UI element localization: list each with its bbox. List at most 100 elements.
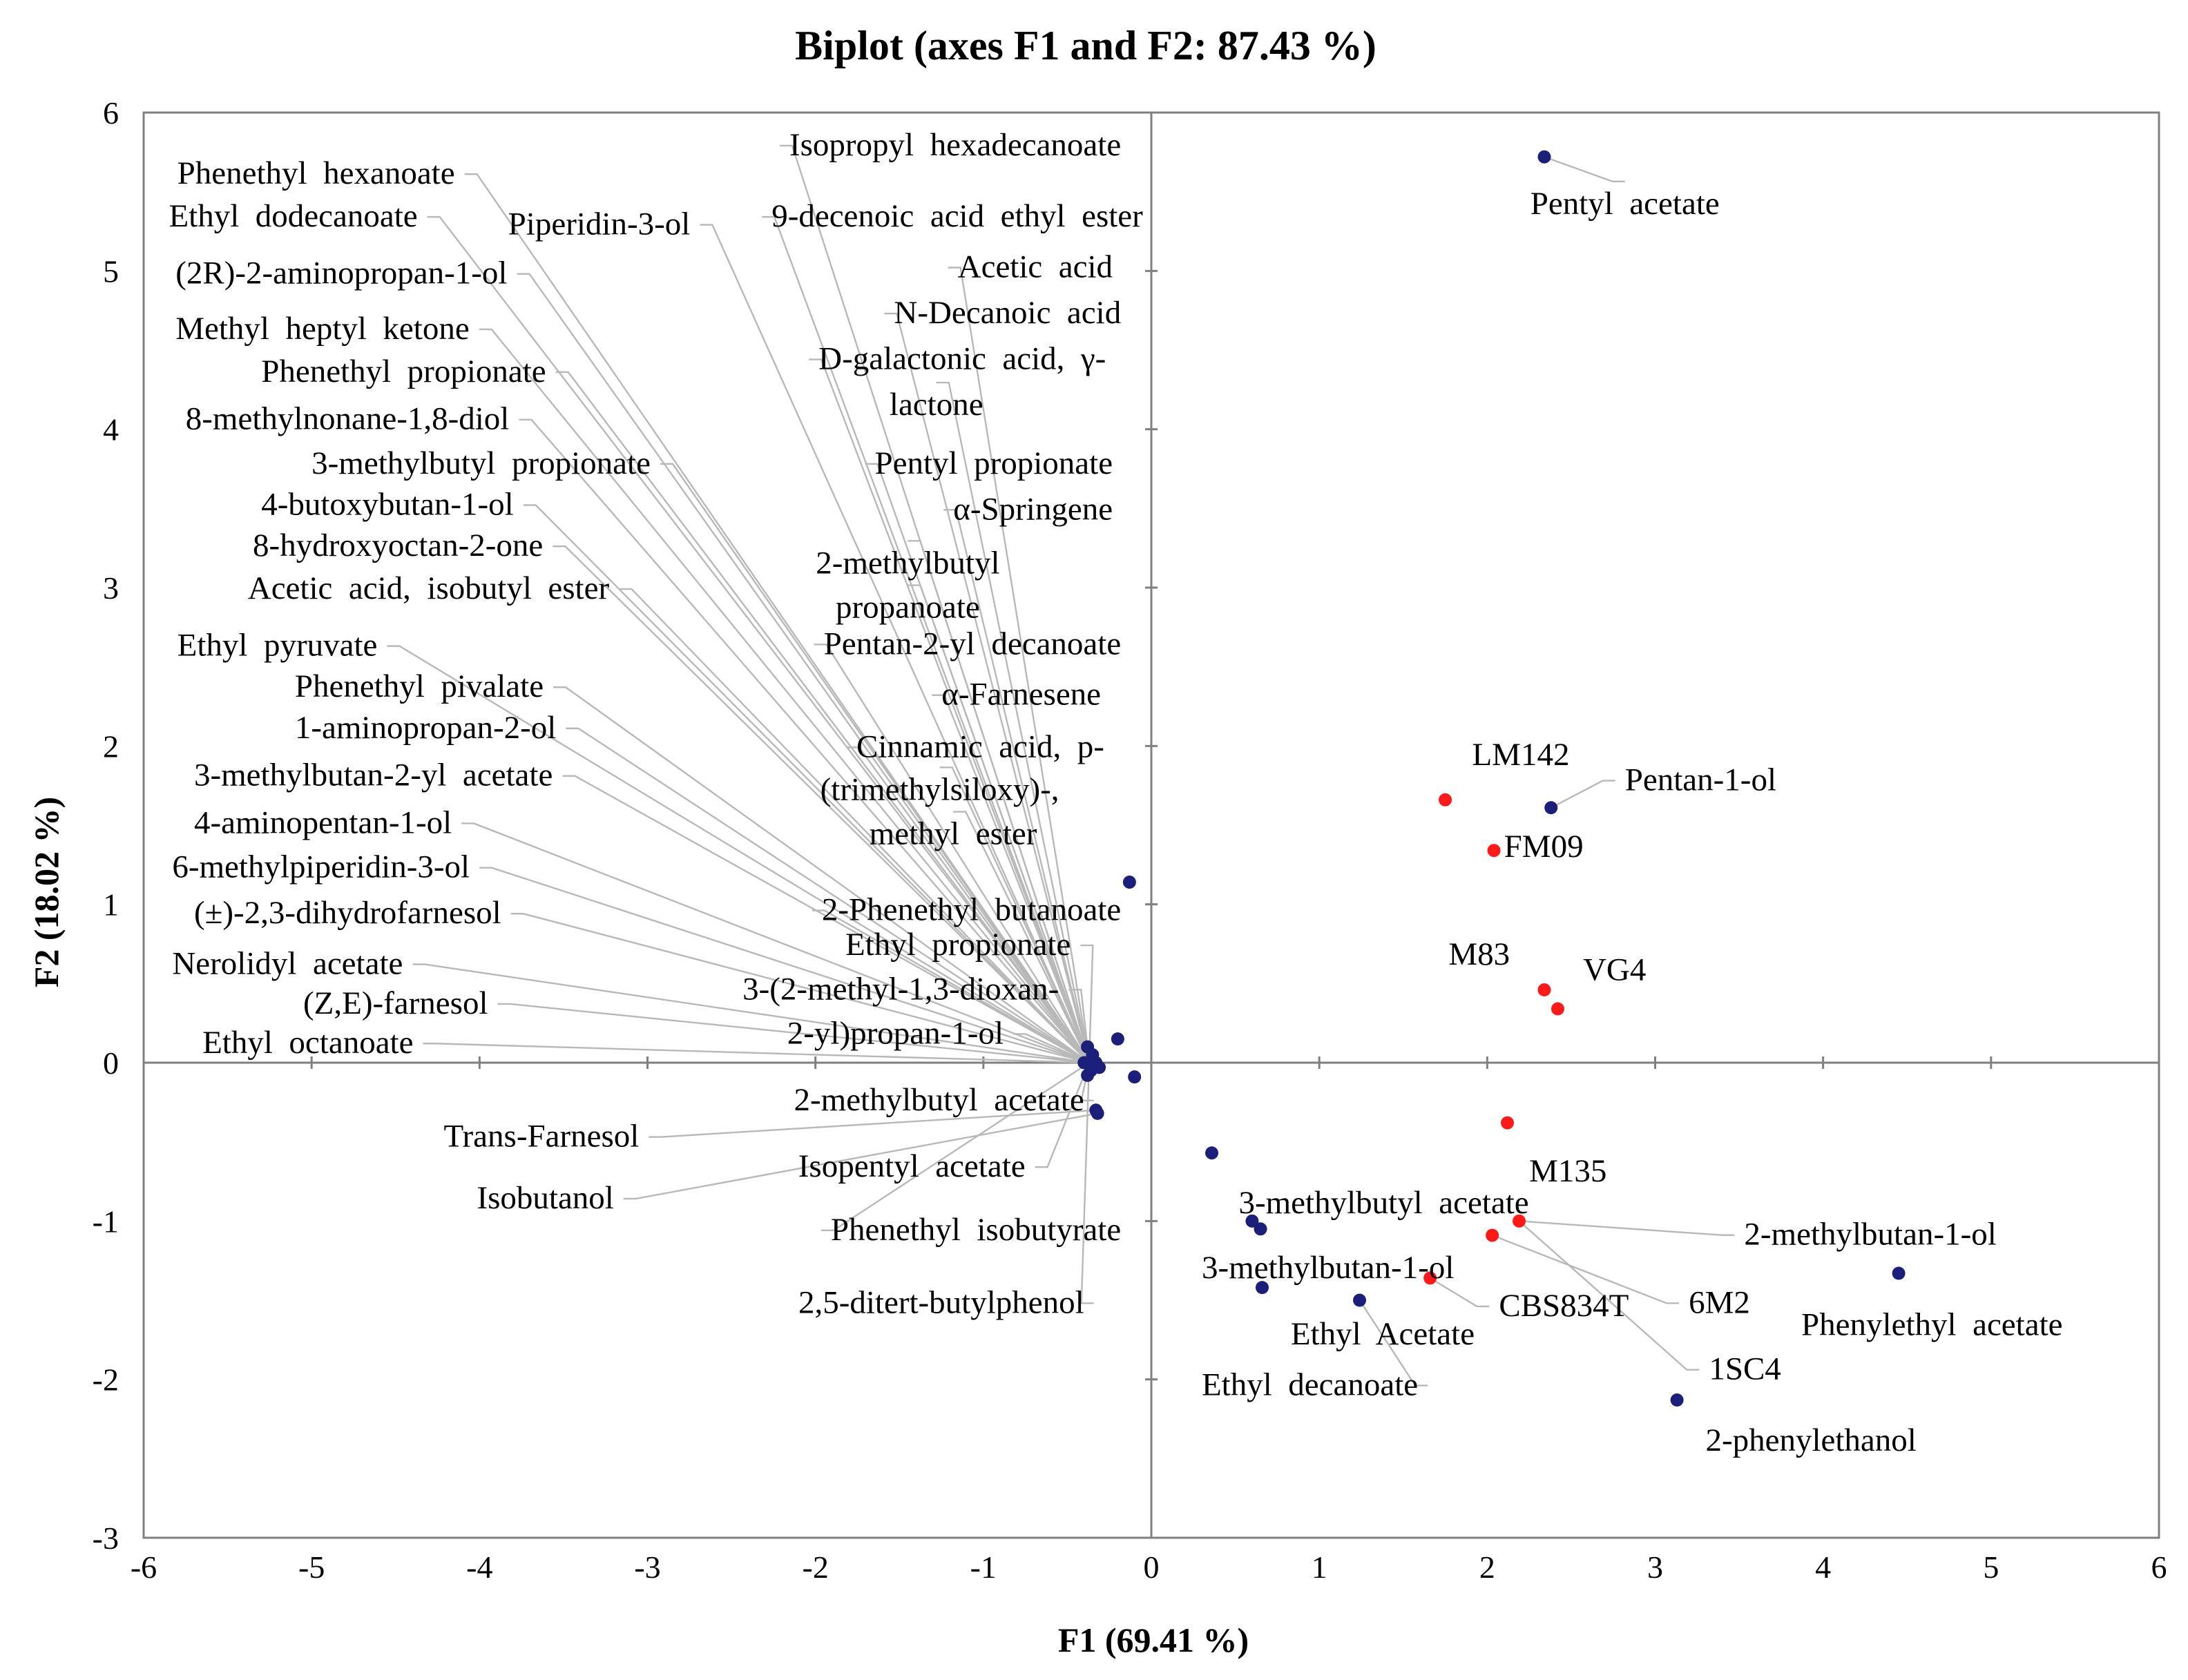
point-label: α-Springene (953, 491, 1113, 527)
leader-line (814, 644, 1091, 1063)
point-label: Methyl heptyl ketone (175, 311, 470, 347)
leader-line (1518, 1220, 1700, 1371)
point-label: 2-methylbutyl (816, 545, 999, 581)
point-label: lactone (890, 387, 983, 423)
point-label: Isobutanol (477, 1180, 613, 1216)
point-label: Nerolidyl acetate (172, 946, 403, 982)
leader-line (932, 694, 1091, 1063)
point-label: (±)-2,3-dihydrofarnesol (194, 895, 501, 931)
point-label: 1SC4 (1709, 1351, 1781, 1387)
leader-line (1492, 1234, 1680, 1304)
y-tick-label: -2 (93, 1362, 119, 1398)
leader-line (1080, 944, 1094, 1063)
leader-line (846, 746, 1090, 1063)
point-label: Ethyl octanoate (202, 1025, 413, 1061)
point-label: Phenylethyl acetate (1801, 1306, 2062, 1342)
point-label: D-galactonic acid, γ- (818, 341, 1106, 377)
point-label: Phenethyl isobutyrate (831, 1212, 1121, 1248)
leader-line (1035, 1062, 1091, 1168)
observation-point (1486, 1228, 1499, 1242)
data-points (1077, 150, 1906, 1407)
x-tick-label: -4 (466, 1549, 492, 1585)
observation-point (1439, 793, 1452, 807)
variable-point (1205, 1146, 1219, 1160)
leader-line (1013, 1033, 1090, 1064)
point-label: Phenethyl pivalate (295, 668, 544, 704)
point-label: 4-aminopentan-1-ol (194, 804, 452, 840)
chart-title: Biplot (axes F1 and F2: 87.43 %) (795, 23, 1376, 68)
leader-line (517, 273, 1091, 1063)
y-tick-label: 5 (103, 253, 119, 289)
point-label: Cinnamic acid, p- (856, 728, 1104, 764)
point-label: Isopropyl hexadecanoate (789, 127, 1121, 163)
observation-point (1513, 1214, 1526, 1228)
y-axis-title: F2 (18.02 %) (27, 797, 66, 987)
point-label: 3-methylbutan-1-ol (1202, 1250, 1454, 1286)
leader-line (660, 463, 1091, 1063)
leader-line (936, 381, 1091, 1063)
leader-line (1551, 780, 1615, 809)
point-label: Ethyl pyruvate (177, 628, 378, 664)
observation-point (1487, 844, 1501, 858)
x-tick-label: 6 (2151, 1549, 2167, 1585)
leader-line (619, 588, 1090, 1063)
x-tick-label: -6 (131, 1549, 157, 1585)
point-label: α-Farnesene (941, 677, 1101, 713)
leader-line (1544, 156, 1625, 182)
leader-line (953, 811, 1091, 1063)
point-label: Pentan-1-ol (1625, 762, 1776, 798)
leader-line (566, 727, 1090, 1064)
variable-point (1093, 1061, 1106, 1074)
leader-line (1068, 989, 1091, 1063)
leader-line (553, 545, 1090, 1063)
point-label: Isopentyl acetate (798, 1148, 1026, 1184)
leader-line (1430, 1277, 1490, 1308)
leader-line (649, 1109, 1096, 1138)
x-tick-label: -1 (970, 1549, 997, 1585)
y-tick-label: 4 (103, 412, 119, 447)
point-label: CBS834T (1499, 1288, 1629, 1324)
leader-line (464, 173, 1091, 1063)
leader-line (762, 215, 1091, 1063)
leader-line (908, 584, 1091, 1063)
point-label: Ethyl propionate (845, 927, 1071, 963)
leader-line (553, 686, 1090, 1063)
y-tick-label: 2 (103, 728, 119, 764)
point-label: methyl ester (870, 816, 1037, 852)
leader-line (812, 909, 1090, 1064)
leader-line (939, 766, 1091, 1063)
leader-line (519, 418, 1090, 1063)
leader-line (1080, 1062, 1094, 1304)
axes-layer: -6 -5 -4 -3 -2 -1 0 1 2 3 4 5 6 -3 -2 -1 0 1 2 3 4 5 6 (93, 95, 2167, 1585)
variable-point (1081, 1068, 1095, 1082)
point-label: FM09 (1504, 829, 1584, 865)
y-tick-label: 3 (103, 570, 119, 606)
x-tick-label: 5 (1983, 1549, 1999, 1585)
variable-point (1892, 1266, 1906, 1280)
point-label: Piperidin-3-ol (508, 206, 691, 242)
point-label: 9-decenoic acid ethyl ester (771, 198, 1143, 234)
variable-point (1122, 876, 1136, 889)
x-tick-label: 2 (1479, 1549, 1495, 1585)
leader-lines (387, 144, 1735, 1387)
y-tick-label: 6 (103, 95, 119, 131)
point-label: propanoate (836, 590, 980, 626)
observation-point (1537, 983, 1551, 997)
variable-point (1255, 1281, 1269, 1295)
point-label: 3-methylbutyl propionate (311, 445, 651, 481)
point-label: (Z,E)-farnesol (303, 985, 488, 1021)
leader-line (908, 540, 1091, 1063)
variable-point (1245, 1214, 1259, 1228)
x-tick-label: 4 (1815, 1549, 1831, 1585)
point-label: Acetic acid, isobutyl ester (248, 570, 610, 606)
y-tick-label: 1 (103, 887, 119, 923)
x-tick-label: -3 (634, 1549, 660, 1585)
leader-line (943, 509, 1091, 1063)
point-label: 6-methylpiperidin-3-ol (172, 849, 470, 885)
observation-point (1501, 1116, 1515, 1130)
leader-line (497, 1003, 1090, 1064)
point-label: LM142 (1472, 737, 1569, 773)
leader-line (562, 775, 1090, 1064)
